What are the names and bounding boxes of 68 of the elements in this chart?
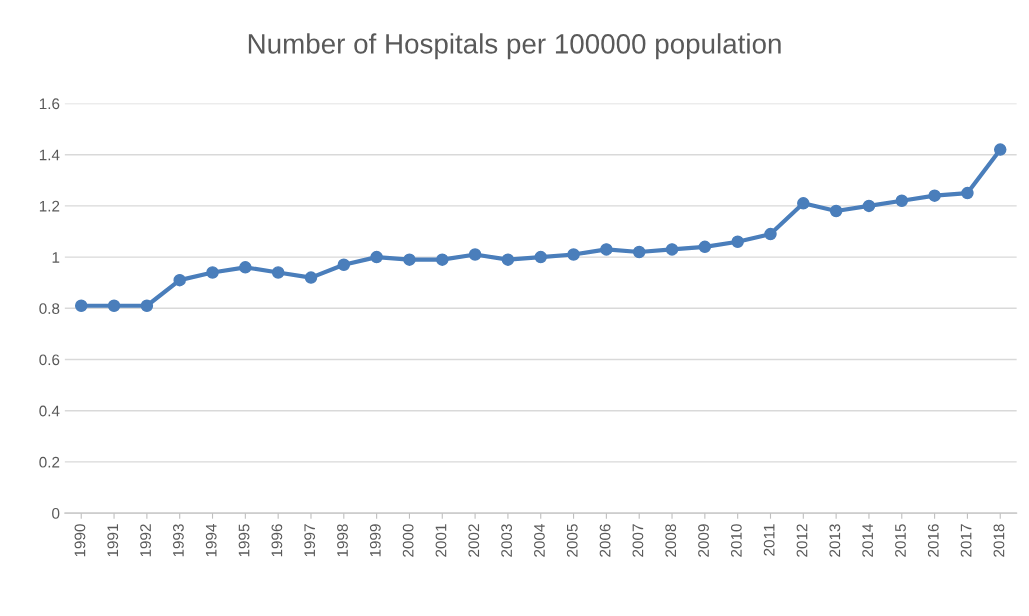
x-tick-label: 2010 xyxy=(730,524,742,557)
x-tick-label: 1994 xyxy=(205,523,217,557)
x-tick-label: 2015 xyxy=(895,524,906,557)
y-tick-label: 1.4 xyxy=(39,149,60,161)
point xyxy=(271,266,285,279)
point xyxy=(107,299,121,312)
point xyxy=(600,243,613,256)
y-tick-label: 0.6 xyxy=(39,354,60,366)
x-tick-label: 2016 xyxy=(927,524,939,557)
x-tick-label: 2005 xyxy=(566,524,578,557)
point xyxy=(632,245,646,259)
point xyxy=(764,227,777,241)
x-tick-label: 1990 xyxy=(74,524,86,557)
x-tick-label: 2002 xyxy=(468,524,480,557)
y-tick-label: 0 xyxy=(52,508,60,519)
point xyxy=(436,253,449,266)
x-tick-label: 2011 xyxy=(763,524,775,556)
x-tick-label: 1992 xyxy=(140,524,151,557)
x-tick-label: 1993 xyxy=(172,524,184,557)
x-tick-label: 2009 xyxy=(698,524,709,557)
point xyxy=(403,253,416,266)
y-tick-label: 1.2 xyxy=(39,200,60,212)
x-tick-label: 2008 xyxy=(665,524,677,557)
y-tick-label: 1 xyxy=(52,252,60,263)
y-tick-label: 0.2 xyxy=(39,456,60,468)
point xyxy=(74,299,88,312)
x-tick-label: 2006 xyxy=(599,524,611,557)
x-tick-label: 1991 xyxy=(107,524,119,557)
point xyxy=(797,197,810,210)
point xyxy=(501,253,515,266)
point xyxy=(829,204,843,218)
point xyxy=(895,194,909,208)
x-tick-label: 1996 xyxy=(271,524,283,557)
x-tick-label: 1998 xyxy=(337,524,348,557)
x-tick-label: 2001 xyxy=(435,524,447,557)
point xyxy=(206,266,219,279)
point xyxy=(928,189,941,202)
point xyxy=(239,261,252,274)
y-tick-label: 1.6 xyxy=(39,98,60,110)
point xyxy=(173,273,186,287)
x-tick-label: 2018 xyxy=(993,524,1005,557)
y-tick-label: 0.8 xyxy=(39,303,60,314)
x-tick-label: 1999 xyxy=(369,524,381,557)
x-tick-label: 2012 xyxy=(796,524,808,557)
point xyxy=(698,240,712,254)
x-tick-label: 2017 xyxy=(960,524,972,557)
x-tick-label: 2000 xyxy=(402,524,414,557)
x-tick-label: 2013 xyxy=(829,524,841,557)
y-tick-label: 0.4 xyxy=(39,405,60,417)
point xyxy=(304,271,318,284)
x-tick-label: 2007 xyxy=(632,524,644,557)
point xyxy=(337,258,351,272)
point xyxy=(370,250,383,264)
chart-title: Number of Hospitals per 100000 population xyxy=(248,33,781,60)
point xyxy=(961,186,974,200)
point xyxy=(140,299,154,312)
x-tick-label: 1997 xyxy=(304,524,316,557)
point xyxy=(567,248,580,261)
point xyxy=(534,250,547,264)
x-tick-label: 2003 xyxy=(501,524,513,557)
x-tick-label: 1995 xyxy=(238,524,250,557)
point xyxy=(665,243,679,256)
x-tick-label: 2004 xyxy=(534,523,545,557)
point xyxy=(731,235,744,248)
x-tick-label: 2014 xyxy=(862,523,874,557)
point xyxy=(468,248,482,261)
point xyxy=(862,199,876,213)
point xyxy=(993,143,1007,156)
